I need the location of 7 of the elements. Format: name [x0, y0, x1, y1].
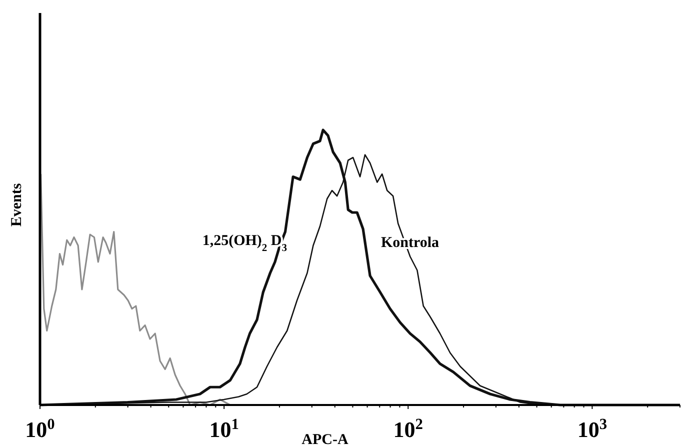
x-tick-label: 10$^{1}$ [209, 416, 239, 442]
x-tick-label: 10$^{2}$ [393, 416, 424, 442]
x-tick-label: 10$^{3}$ [577, 416, 608, 442]
x-axis-title: APC-A [302, 432, 348, 446]
y-axis-title: Events [9, 183, 25, 227]
x-tick-label: 10$^{0}$ [25, 416, 56, 442]
annotation: 1,25(OH)$_{2}$ D$_{3}$ [202, 233, 287, 254]
